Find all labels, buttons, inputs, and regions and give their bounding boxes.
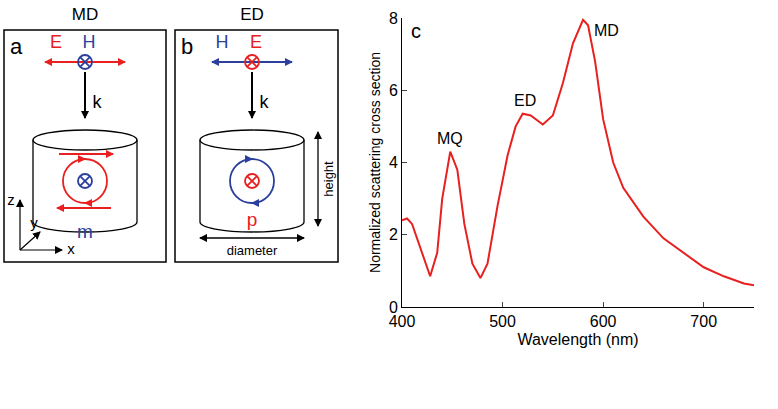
svg-text:x: x	[67, 240, 75, 257]
svg-text:MD: MD	[72, 5, 98, 24]
svg-text:E: E	[250, 32, 262, 52]
svg-text:b: b	[181, 34, 193, 59]
svg-text:400: 400	[389, 313, 416, 330]
svg-text:ED: ED	[240, 5, 264, 24]
svg-text:E: E	[50, 32, 62, 52]
svg-text:600: 600	[590, 313, 617, 330]
svg-text:2: 2	[389, 226, 398, 243]
svg-text:height: height	[321, 161, 336, 197]
svg-text:8: 8	[389, 10, 398, 27]
svg-text:p: p	[247, 209, 258, 230]
svg-text:y: y	[30, 214, 38, 231]
svg-text:ED: ED	[514, 92, 536, 109]
svg-text:m: m	[77, 221, 93, 242]
svg-text:Wavelength (nm): Wavelength (nm)	[517, 331, 638, 348]
svg-text:H: H	[216, 32, 229, 52]
svg-text:6: 6	[389, 82, 398, 99]
svg-text:4: 4	[389, 154, 398, 171]
svg-text:Normalized scattering cross se: Normalized scattering cross section	[367, 52, 383, 273]
svg-text:500: 500	[489, 313, 516, 330]
svg-text:a: a	[10, 34, 23, 59]
svg-text:MD: MD	[594, 22, 619, 39]
svg-text:k: k	[93, 92, 103, 112]
svg-text:H: H	[83, 32, 96, 52]
svg-text:700: 700	[690, 313, 717, 330]
svg-text:MQ: MQ	[437, 130, 463, 147]
svg-text:diameter: diameter	[227, 243, 278, 258]
svg-text:z: z	[7, 191, 15, 208]
svg-text:0: 0	[389, 299, 398, 316]
svg-text:k: k	[260, 92, 270, 112]
svg-text:c: c	[411, 20, 421, 42]
